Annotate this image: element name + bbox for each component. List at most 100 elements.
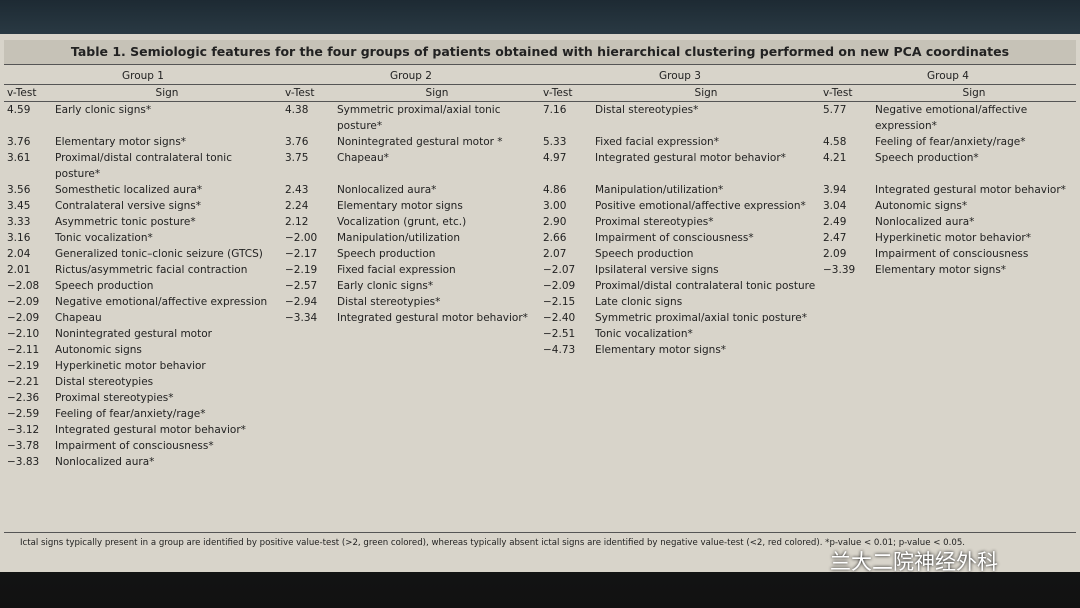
- sign: Asymmetric tonic posture*: [55, 216, 196, 228]
- table-row: −3.12 Integrated gestural motor behavior*: [4, 422, 1076, 438]
- empty-cell: [820, 342, 872, 358]
- group-name: Group 3: [540, 68, 820, 85]
- v-test: 2.43: [285, 184, 309, 196]
- sign: Positive emotional/affective expression*: [595, 200, 806, 212]
- empty-cell: [872, 374, 1076, 390]
- v-test: −3.34: [285, 312, 318, 324]
- empty-cell: [282, 358, 334, 374]
- sign: Early clonic signs*: [55, 104, 152, 116]
- v-test: 3.56: [7, 184, 31, 196]
- sign: Impairment of consciousness*: [595, 232, 754, 244]
- empty-cell: [592, 454, 820, 470]
- v-test: 2.66: [543, 232, 567, 244]
- v-test: −2.09: [7, 296, 40, 308]
- sign: Autonomic signs*: [875, 200, 968, 212]
- v-test: 2.47: [823, 232, 847, 244]
- empty-cell: [592, 422, 820, 438]
- sign: Integrated gestural motor behavior*: [55, 424, 246, 436]
- v-test: −2.10: [7, 328, 40, 340]
- table-row: 3.76 Elementary motor signs* 3.76 Nonintegr…: [4, 134, 1076, 150]
- v-test: 2.24: [285, 200, 309, 212]
- v-test: 3.61: [7, 152, 31, 164]
- group-name: Group 4: [820, 68, 1076, 85]
- table-row: 4.59 Early clonic signs* 4.38 Symmetric pro…: [4, 102, 1076, 135]
- table-row: −2.08 Speech production −2.57 Early clonic …: [4, 278, 1076, 294]
- v-test: 2.12: [285, 216, 309, 228]
- v-test: −3.12: [7, 424, 40, 436]
- empty-cell: [820, 294, 872, 310]
- empty-cell: [592, 390, 820, 406]
- sign: Manipulation/utilization: [337, 232, 460, 244]
- sign: Distal stereotypies*: [337, 296, 441, 308]
- v-test: 4.58: [823, 136, 847, 148]
- v-test: −2.51: [543, 328, 576, 340]
- v-test: −2.19: [7, 360, 40, 372]
- v-test: 3.33: [7, 216, 31, 228]
- table-row: 3.61 Proximal/distal contralateral tonic …: [4, 150, 1076, 182]
- v-test: −2.07: [543, 264, 576, 276]
- table-row: −2.21 Distal stereotypies: [4, 374, 1076, 390]
- sign: Feeling of fear/anxiety/rage*: [875, 136, 1026, 148]
- v-test: 3.00: [543, 200, 567, 212]
- empty-cell: [334, 454, 540, 470]
- empty-cell: [872, 454, 1076, 470]
- sign: Proximal/distal contralateral tonic post…: [55, 152, 232, 180]
- sign: Generalized tonic–clonic seizure (GTCS): [55, 248, 263, 260]
- empty-cell: [540, 374, 592, 390]
- sign: Elementary motor signs*: [875, 264, 1007, 276]
- table-row: 3.56 Somesthetic localized aura* 2.43 Nonlo…: [4, 182, 1076, 198]
- v-test: −2.19: [285, 264, 318, 276]
- sign: Manipulation/utilization*: [595, 184, 724, 196]
- sign: Speech production*: [875, 152, 979, 164]
- sign: Integrated gestural motor behavior*: [595, 152, 786, 164]
- sign: Elementary motor signs: [337, 200, 463, 212]
- empty-cell: [282, 342, 334, 358]
- sign: Negative emotional/affective expression*: [875, 104, 1028, 132]
- sign: Ipsilateral versive signs: [595, 264, 719, 276]
- table-row: 3.45 Contralateral versive signs* 2.24 Elem…: [4, 198, 1076, 214]
- table-row: −2.11 Autonomic signs −4.73 Elementary moto…: [4, 342, 1076, 358]
- v-test: −2.00: [285, 232, 318, 244]
- v-test: 2.04: [7, 248, 31, 260]
- empty-cell: [820, 278, 872, 294]
- sign: Speech production: [55, 280, 154, 292]
- sign: Hyperkinetic motor behavior*: [875, 232, 1031, 244]
- empty-cell: [872, 438, 1076, 454]
- empty-cell: [820, 358, 872, 374]
- table-row: −2.09 Chapeau −3.34 Integrated gestural mot…: [4, 310, 1076, 326]
- v-test: −3.83: [7, 456, 40, 468]
- table-row: −3.78 Impairment of consciousness*: [4, 438, 1076, 454]
- sign: Chapeau*: [337, 152, 389, 164]
- footnote: Ictal signs typically present in a group…: [4, 532, 1076, 553]
- empty-cell: [334, 438, 540, 454]
- v-test: 3.76: [285, 136, 309, 148]
- table-row: 3.16 Tonic vocalization* −2.00 Manipulation…: [4, 230, 1076, 246]
- column-header: Sign: [52, 84, 282, 102]
- empty-cell: [872, 406, 1076, 422]
- sign: Tonic vocalization*: [55, 232, 153, 244]
- empty-cell: [334, 342, 540, 358]
- empty-cell: [872, 310, 1076, 326]
- empty-cell: [872, 358, 1076, 374]
- table-row: 2.04 Generalized tonic–clonic seizure (GT…: [4, 246, 1076, 262]
- empty-cell: [334, 374, 540, 390]
- sign: Symmetric proximal/axial tonic posture*: [337, 104, 501, 132]
- column-header: v-Test: [820, 84, 872, 102]
- v-test: −2.40: [543, 312, 576, 324]
- group-name: Group 1: [4, 68, 282, 85]
- v-test: −2.09: [543, 280, 576, 292]
- v-test: −2.94: [285, 296, 318, 308]
- empty-cell: [872, 422, 1076, 438]
- empty-cell: [282, 374, 334, 390]
- empty-cell: [540, 390, 592, 406]
- v-test: 5.33: [543, 136, 567, 148]
- column-header-row: v-Test Sign v-Test Sign v-Test Sign v-Test Sign: [4, 84, 1076, 102]
- sign: Rictus/asymmetric facial contraction: [55, 264, 248, 276]
- sign: Hyperkinetic motor behavior: [55, 360, 206, 372]
- column-header: v-Test: [540, 84, 592, 102]
- empty-cell: [820, 406, 872, 422]
- sign: Nonlocalized aura*: [337, 184, 437, 196]
- sign: Distal stereotypies*: [595, 104, 699, 116]
